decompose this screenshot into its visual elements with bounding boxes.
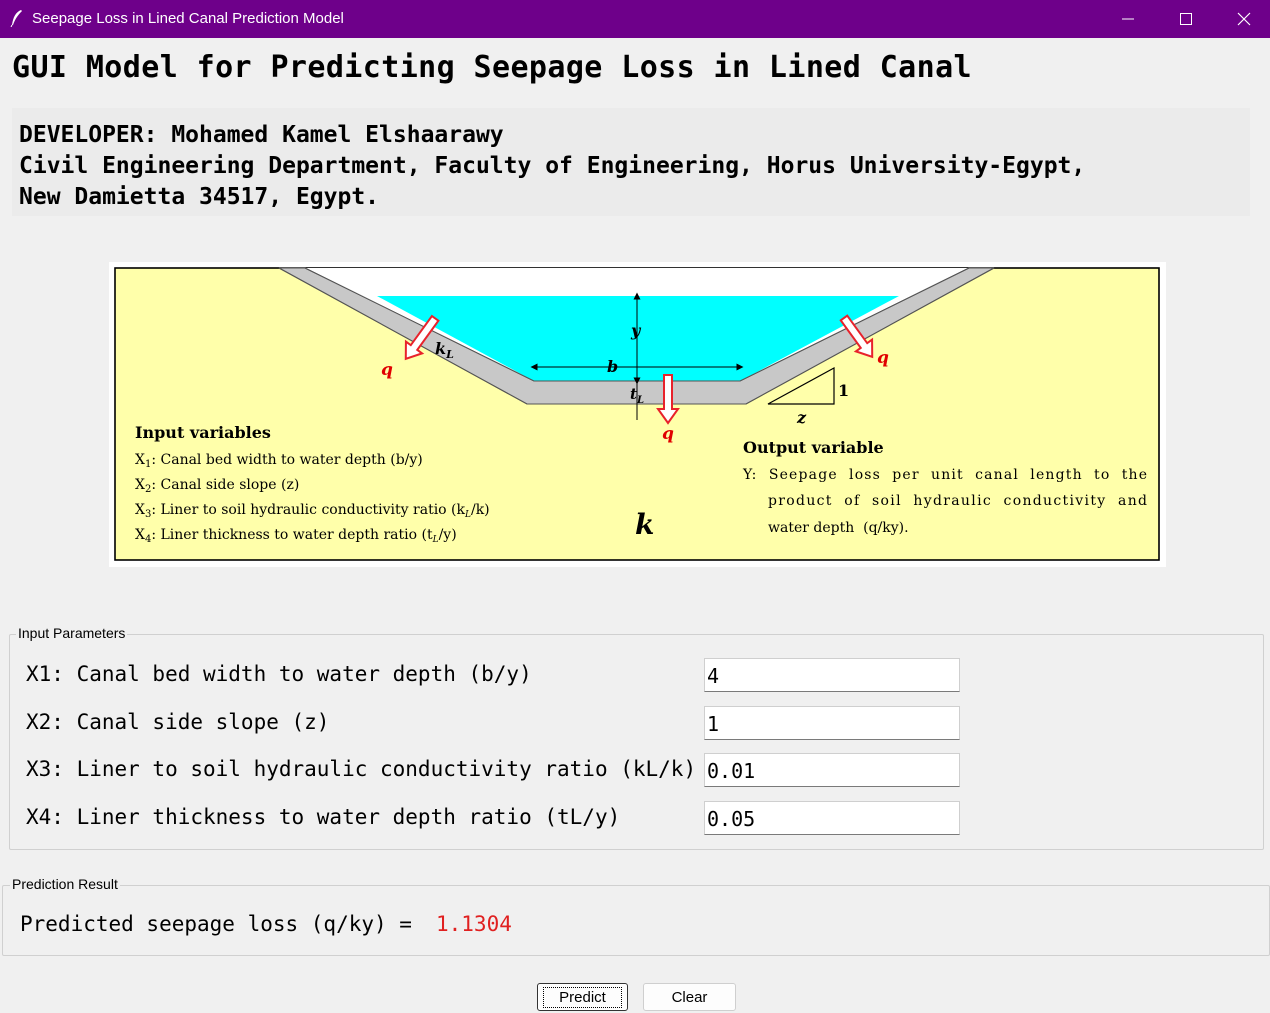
svg-text:tL: tL — [630, 385, 644, 406]
input-var-x2: : Canal side slope (z) — [151, 477, 299, 493]
svg-text:X1: Canal bed width to water d: X1: Canal bed width to water depth (b/y) — [135, 452, 423, 470]
param-label-x2: X2: Canal side slope (z) — [26, 710, 330, 734]
prediction-text: Predicted seepage loss (q/ky) = — [20, 912, 412, 936]
label-q-right: q — [877, 348, 889, 368]
canal-diagram: y b tL kL q q q 1 z k Input variables X1… — [109, 262, 1166, 567]
output-variable-title: Output variable — [743, 438, 884, 457]
close-button[interactable] — [1216, 0, 1270, 38]
label-k: k — [635, 508, 654, 541]
predict-button-label: Predict — [543, 986, 622, 1008]
output-line-2: product of soil hydraulic conductivity a… — [768, 493, 1147, 509]
label-b: b — [607, 357, 618, 376]
seepage-arrow-right — [839, 314, 874, 359]
input-variables-title: Input variables — [135, 423, 271, 442]
svg-text:X3: Liner to soil hydraulic co: X3: Liner to soil hydraulic conductivity… — [135, 502, 490, 520]
output-line-3: water depth (q/ky). — [768, 520, 909, 536]
label-q-bottom: q — [662, 424, 674, 444]
input-var-x4: : Liner thickness to water depth ratio (… — [151, 527, 433, 543]
input-parameters-group — [9, 634, 1264, 850]
predict-button[interactable]: Predict — [537, 983, 628, 1011]
svg-text:kL: kL — [435, 339, 454, 361]
developer-name: DEVELOPER: Mohamed Kamel Elshaarawy — [19, 122, 504, 148]
input-parameters-label: Input Parameters — [16, 625, 128, 641]
seepage-arrow-bottom — [656, 374, 680, 425]
developer-address: New Damietta 34517, Egypt. — [19, 184, 380, 210]
label-tL: t — [630, 385, 637, 403]
input-var-x3: : Liner to soil hydraulic conductivity r… — [151, 502, 465, 518]
svg-text:X2: Canal side slope (z): X2: Canal side slope (z) — [135, 477, 299, 495]
label-kL: k — [435, 339, 446, 358]
feather-icon — [10, 10, 22, 27]
x4-input[interactable] — [704, 801, 960, 835]
prediction-value: 1.1304 — [436, 912, 512, 936]
label-y: y — [630, 321, 642, 340]
svg-text:X4: Liner thickness to water d: X4: Liner thickness to water depth ratio… — [135, 527, 457, 545]
label-one: 1 — [838, 381, 849, 400]
prediction-result-label: Prediction Result — [10, 876, 120, 892]
seepage-arrow-left — [404, 314, 440, 361]
x1-input[interactable] — [704, 658, 960, 692]
output-line-1: Y: Seepage loss per unit canal length to… — [742, 467, 1147, 483]
x2-input[interactable] — [704, 706, 960, 740]
maximize-button[interactable] — [1158, 0, 1216, 38]
minimize-button[interactable] — [1100, 0, 1158, 38]
page-title: GUI Model for Predicting Seepage Loss in… — [12, 50, 972, 85]
label-q-left: q — [381, 360, 393, 380]
developer-affiliation: Civil Engineering Department, Faculty of… — [19, 153, 1086, 179]
param-label-x1: X1: Canal bed width to water depth (b/y) — [26, 662, 532, 686]
window-title: Seepage Loss in Lined Canal Prediction M… — [32, 10, 344, 27]
title-bar: Seepage Loss in Lined Canal Prediction M… — [0, 0, 1270, 38]
x3-input[interactable] — [704, 753, 960, 787]
param-label-x4: X4: Liner thickness to water depth ratio… — [26, 805, 621, 829]
input-var-x1: : Canal bed width to water depth (b/y) — [151, 452, 422, 468]
maximize-icon — [1180, 13, 1192, 25]
slope-triangle — [767, 366, 835, 405]
param-label-x3: X3: Liner to soil hydraulic conductivity… — [26, 757, 697, 781]
developer-info: DEVELOPER: Mohamed Kamel Elshaarawy Civi… — [12, 108, 1250, 216]
minimize-icon — [1122, 18, 1134, 20]
label-z: z — [796, 408, 807, 427]
close-icon — [1237, 12, 1251, 26]
clear-button[interactable]: Clear — [643, 983, 736, 1011]
